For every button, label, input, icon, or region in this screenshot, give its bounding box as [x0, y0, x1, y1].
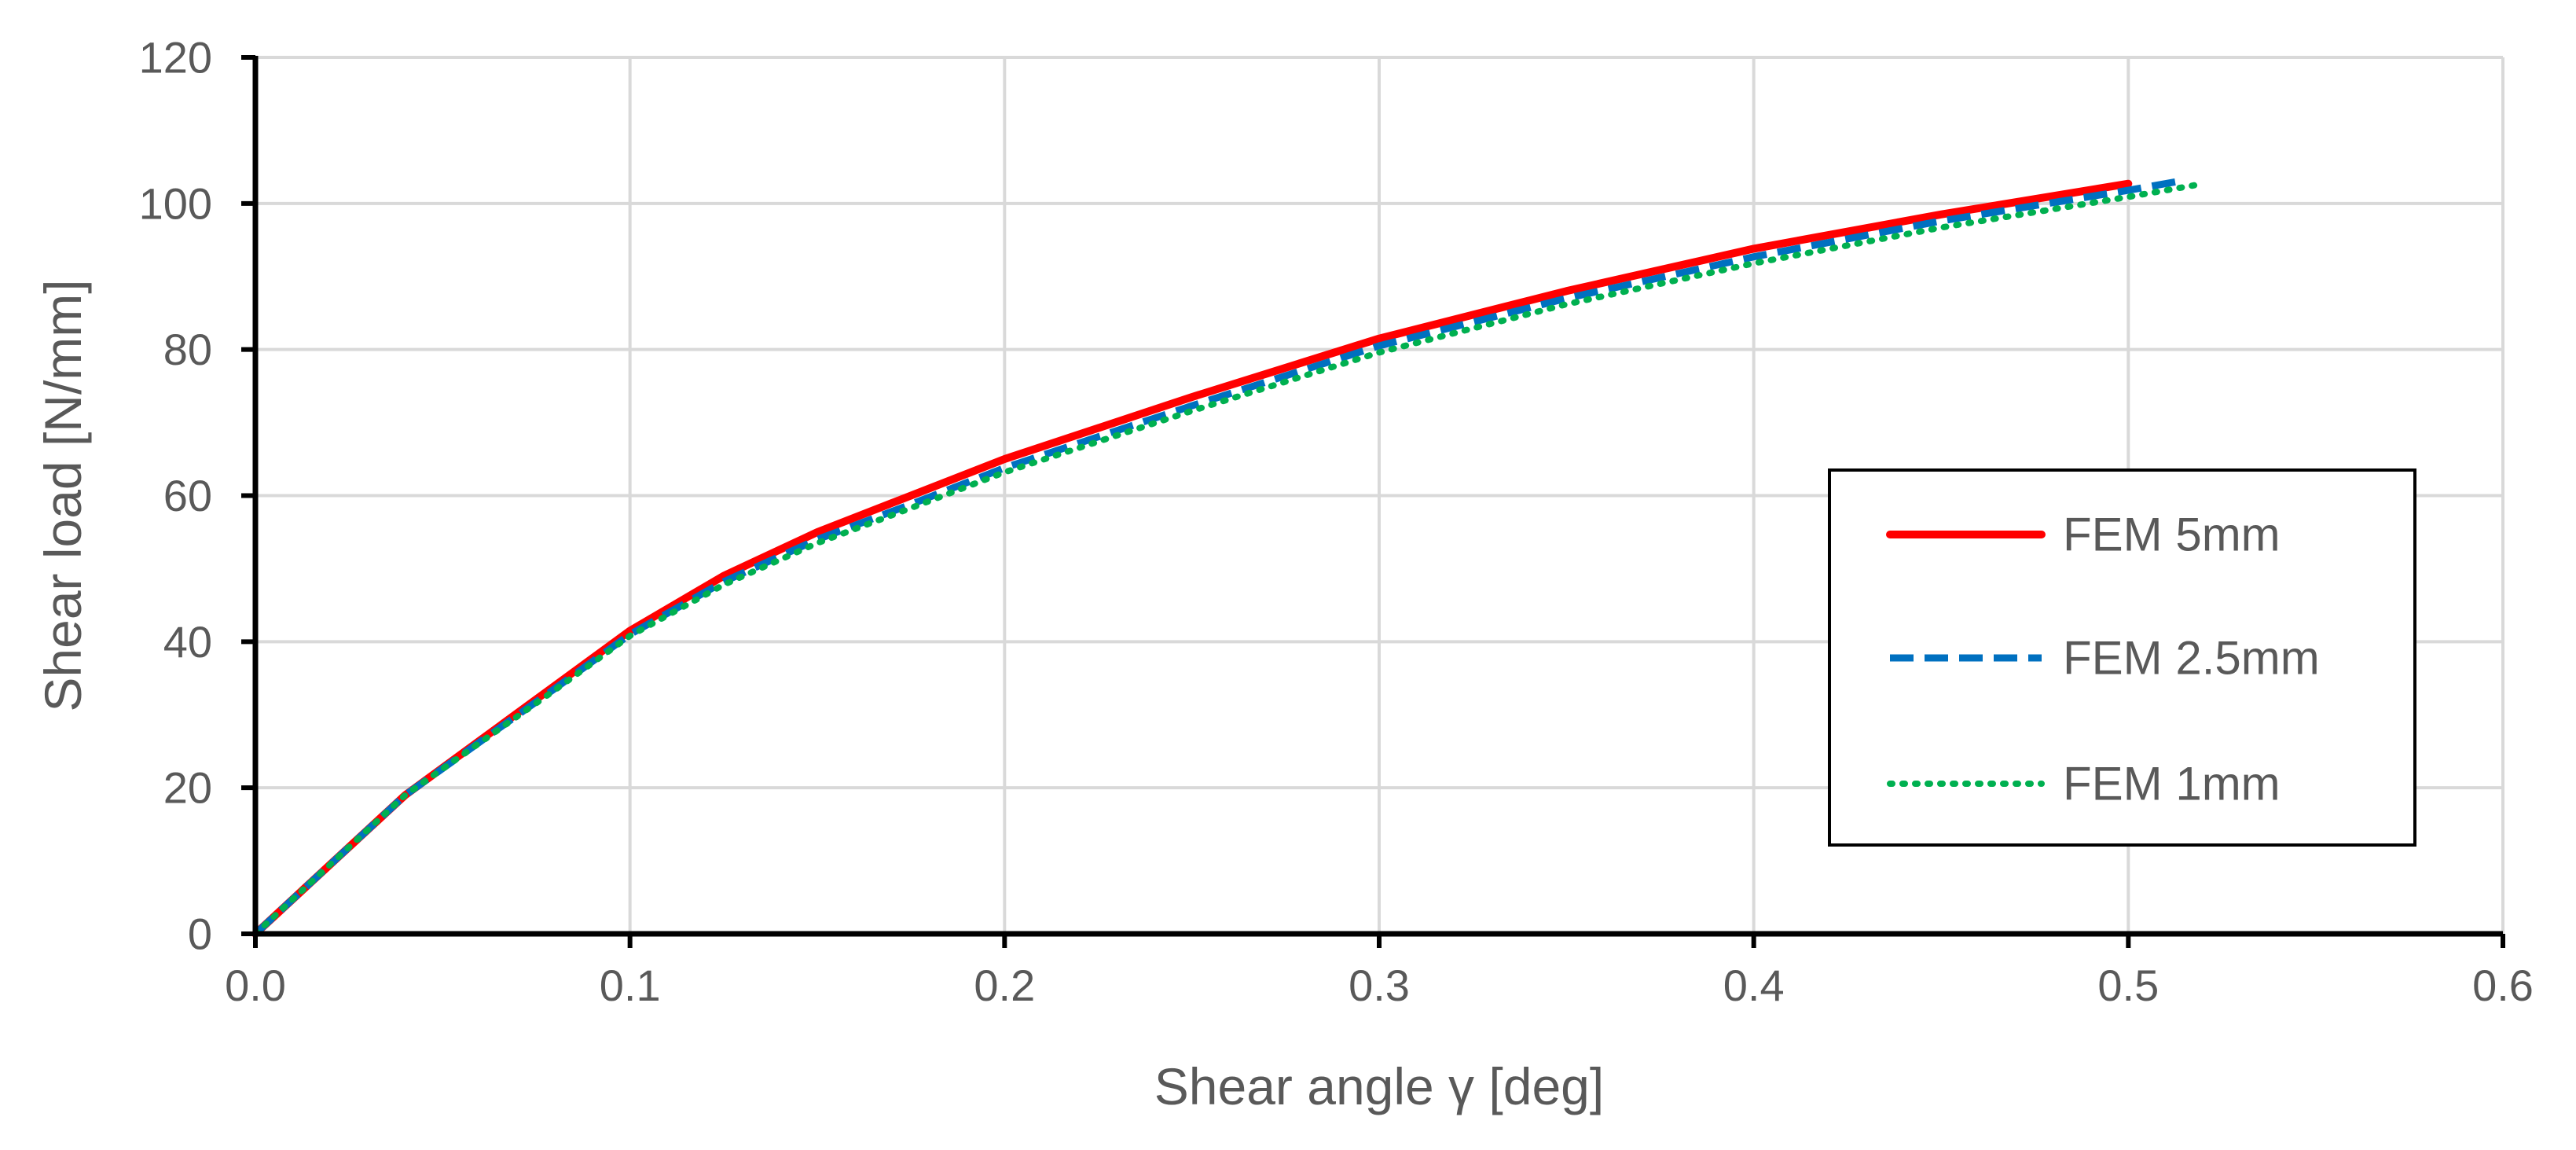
x-tick-label: 0.4 [1723, 961, 1785, 1010]
legend-label: FEM 1mm [2063, 758, 2281, 810]
x-tick-label: 0.0 [225, 961, 286, 1010]
x-tick-label: 0.6 [2472, 961, 2534, 1010]
y-tick-label: 0 [188, 909, 212, 959]
axes [241, 55, 2505, 948]
legend-label: FEM 2.5mm [2063, 632, 2320, 685]
x-axis-title: Shear angle γ [deg] [1154, 1057, 1604, 1115]
y-tick-label: 80 [163, 325, 212, 374]
legend: FEM 5mm FEM 2.5mm FEM 1mm [1828, 468, 2416, 847]
x-tick-label: 0.3 [1349, 961, 1410, 1010]
y-tick-label: 20 [163, 763, 212, 813]
x-tick-label: 0.1 [600, 961, 661, 1010]
y-tick-label: 60 [163, 471, 212, 520]
series-layer [251, 178, 2207, 938]
y-tick-label: 40 [163, 617, 212, 667]
series-line [252, 180, 2207, 937]
y-tick-label: 120 [139, 33, 212, 83]
y-axis-title: Shear load [N/mm] [34, 279, 92, 711]
tick-labels: 0.0 0.1 0.2 0.3 0.4 0.5 0.6 0 20 40 60 80 100 120 [139, 33, 2534, 1011]
x-tick-label: 0.5 [2097, 961, 2159, 1010]
x-tick-label: 0.2 [974, 961, 1035, 1010]
y-tick-label: 100 [139, 178, 212, 228]
legend-label: FEM 5mm [2063, 509, 2281, 561]
